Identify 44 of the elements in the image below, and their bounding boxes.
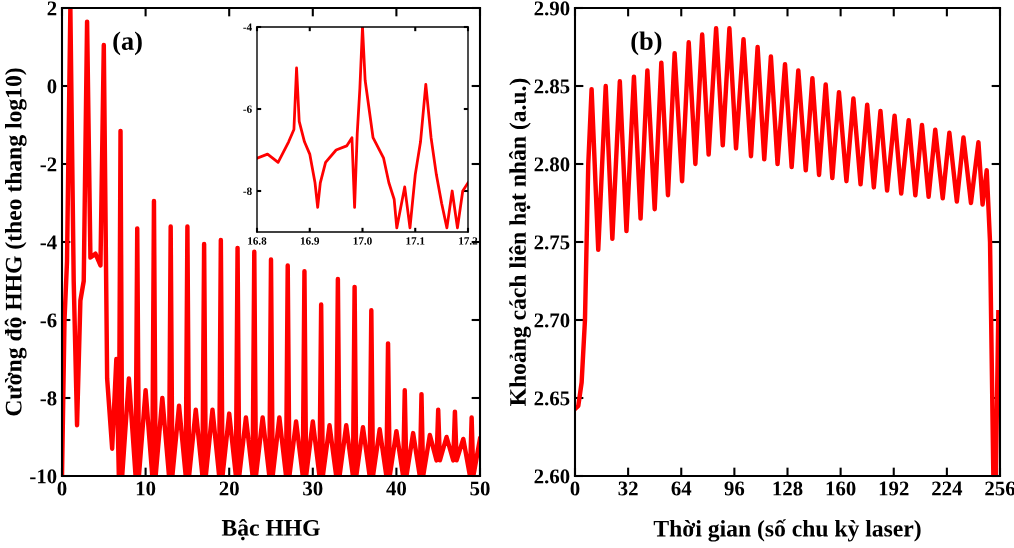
x-tick-label: 17.1 (406, 237, 425, 245)
y-tick-label: -8 (40, 391, 57, 406)
x-tick-label: 16.9 (300, 237, 320, 245)
x-tick-label: 32 (618, 481, 638, 496)
y-axis-title: Cường độ HHG (theo thang log10) (4, 68, 27, 416)
x-tick-label: 20 (219, 481, 239, 496)
y-tick-label: -2 (40, 157, 57, 172)
y-tick-label: 2.60 (534, 469, 570, 484)
x-tick-label: 16.8 (248, 237, 267, 245)
y-tick-label: 2.90 (534, 1, 570, 16)
y-tick-label: 2 (47, 1, 57, 16)
line-series (257, 27, 468, 230)
x-tick-label: 0 (570, 481, 580, 496)
y-tick-label: -10 (30, 469, 57, 484)
x-tick-label: 50 (470, 481, 490, 496)
x-axis-title: Bậc HHG (221, 518, 320, 541)
y-tick-label: 2.75 (534, 235, 570, 250)
y-tick-label: 0 (47, 79, 57, 94)
x-tick-label: 17.2 (459, 237, 478, 245)
x-tick-label: 192 (879, 481, 909, 496)
annotation: (b) (631, 31, 662, 56)
x-tick-label: 0 (57, 481, 67, 496)
line-series (62, 8, 480, 476)
y-tick-label: 2.70 (534, 313, 570, 328)
x-tick-label: 160 (826, 481, 856, 496)
annotation: (a) (113, 31, 142, 56)
y-axis-title: Khoảng cách liên hạt nhân (a.u.) (509, 78, 531, 406)
x-tick-label: 224 (932, 481, 963, 496)
y-tick-label: 2.80 (534, 157, 570, 172)
y-tick-label: -6 (243, 105, 252, 113)
y-tick-label: -6 (40, 313, 57, 328)
x-tick-label: 96 (724, 481, 745, 496)
y-tick-label: 2.85 (534, 79, 570, 94)
x-tick-label: 40 (386, 481, 407, 496)
x-tick-label: 30 (303, 481, 323, 496)
x-tick-label: 64 (671, 481, 692, 496)
y-tick-label: -4 (40, 235, 57, 250)
y-tick-label: 2.65 (534, 391, 570, 406)
x-tick-label: 10 (136, 481, 156, 496)
y-tick-label: -4 (243, 23, 252, 31)
x-axis-title: Thời gian (số chu kỳ laser) (653, 519, 921, 542)
x-tick-label: 17.0 (353, 237, 372, 245)
y-tick-label: -8 (243, 187, 252, 195)
x-tick-label: 128 (773, 481, 803, 496)
